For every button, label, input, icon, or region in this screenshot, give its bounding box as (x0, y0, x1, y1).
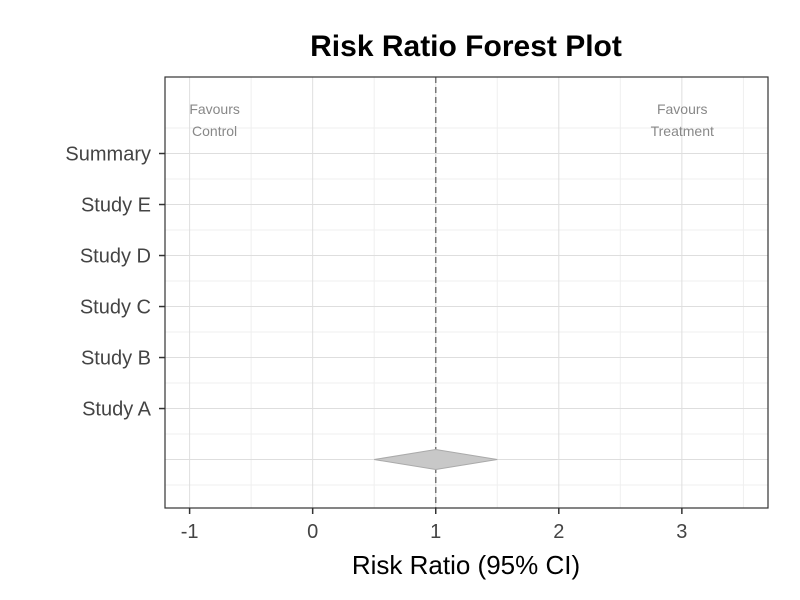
minor-gridlines (165, 77, 768, 508)
y-tick-label: Study E (81, 195, 151, 217)
x-axis-label: Risk Ratio (95% CI) (352, 550, 580, 580)
y-axis: Summary Study E Study D Study C Study B Study… (65, 144, 165, 421)
favours-annotation: Favours Control (189, 101, 240, 139)
chart-title: Risk Ratio Forest Plot (310, 30, 622, 63)
major-gridlines (165, 77, 768, 508)
y-tick-label: Study D (80, 246, 151, 268)
x-tick-label: 0 (307, 521, 318, 543)
annotations: Favours Control Favours Treatment (189, 101, 714, 139)
y-tick-label: Summary (65, 144, 151, 166)
y-tick-label: Study C (80, 297, 151, 319)
favours-annotation: Favours Treatment (651, 101, 714, 139)
x-tick-label: 2 (553, 521, 564, 543)
x-tick-label: 1 (430, 521, 441, 543)
summary-diamond (374, 449, 498, 471)
x-tick-label: -1 (181, 521, 199, 543)
y-tick-label: Study A (82, 399, 152, 421)
panel-border (164, 76, 769, 509)
x-axis: -1 0 1 2 3 (181, 508, 687, 543)
x-tick-label: 3 (676, 521, 687, 543)
y-tick-label: Study B (81, 348, 151, 370)
